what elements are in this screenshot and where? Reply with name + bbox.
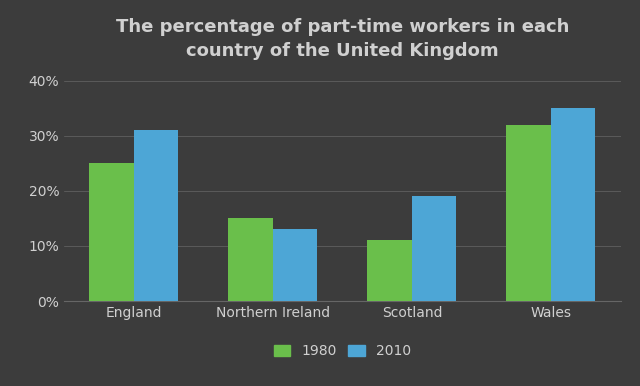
Bar (273, 229, 317, 301)
Bar (367, 240, 412, 301)
Bar (412, 196, 456, 301)
Bar (134, 130, 179, 301)
Legend: 1980, 2010: 1980, 2010 (268, 339, 417, 364)
Bar (551, 108, 595, 301)
Bar (90, 163, 134, 301)
Bar (506, 125, 551, 301)
Title: The percentage of part-time workers in each
country of the United Kingdom: The percentage of part-time workers in e… (116, 18, 569, 59)
Bar (228, 218, 273, 301)
